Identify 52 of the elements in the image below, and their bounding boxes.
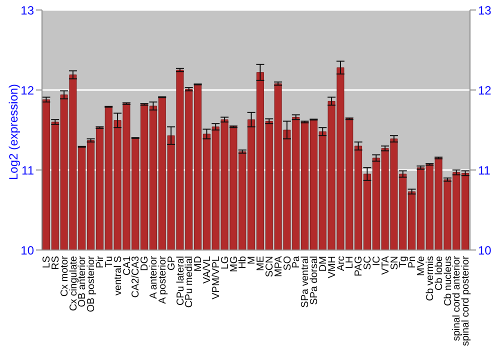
x-tick-label: A posterior [157,255,168,304]
x-tick-label: Arc [336,256,347,271]
x-tick-label: spinal cord anterior [452,255,463,342]
x-tick-label: LG [220,256,231,270]
x-tick-label: RS [50,256,62,270]
x-tick-label: SPa dorsal [309,256,320,305]
y2-tick-label: 13 [478,3,492,18]
y-axis-title: Log2 (expression) [6,84,20,180]
x-tick-label: GP [166,256,178,270]
x-tick-label: M [246,256,258,264]
x-tick-label: MVe [416,256,428,276]
x-tick-label: PAG [354,256,365,276]
y2-tick-label: 12 [478,83,492,98]
x-tick-label: Pn [407,256,418,268]
x-tick-label: Cx motor [59,255,70,297]
x-tick-label: Hb [238,256,249,269]
x-tick-label: SC [362,256,374,270]
y-tick-label: 10 [20,243,34,258]
x-tick-label: VMH [326,256,338,278]
y-tick-label: 12 [20,83,34,98]
x-tick-label: CA1 [122,256,133,276]
x-tick-label: spinal cord posterior [460,255,472,346]
x-tick-label: OB posterior [86,255,98,312]
x-tick-label: DG [140,256,151,271]
y2-tick-label: 10 [478,243,492,258]
x-tick-label: Pa [291,256,302,268]
x-tick-label: Pir [95,255,106,268]
y2-tick-label: 11 [478,163,491,178]
x-tick-label: Cb nucleus [442,256,454,306]
x-tick-label: A anterior [148,255,160,299]
x-tick-label: SCN [264,256,276,278]
x-tick-label: SN [389,256,400,270]
x-tick-label: DM [318,256,329,272]
y-tick-label: 11 [22,163,34,178]
x-tick-label: Cb lobe [434,256,445,290]
x-tick-label: CA2/CA3 [130,256,142,298]
x-tick-label: VPM/VPL [210,256,222,300]
x-tick-label: CPu medial [184,256,196,308]
x-tick-label: LH [344,256,356,269]
x-tick-label: ME [256,256,267,271]
x-tick-label: OB anterior [77,255,88,308]
x-tick-label: IC [371,256,382,266]
x-tick-label: Tu [104,256,115,268]
x-tick-label: Cb vermis [424,256,436,302]
y-tick-label: 13 [20,3,34,18]
x-tick-label: LS [42,256,53,268]
x-tick-label: Cx cingulate [68,256,80,312]
x-tick-label: SO [282,256,294,270]
x-tick-label: ventral S [112,256,124,296]
x-tick-label: Tg [398,256,410,268]
x-tick-label: VTA [380,256,392,275]
x-tick-label: MPA [273,256,284,277]
